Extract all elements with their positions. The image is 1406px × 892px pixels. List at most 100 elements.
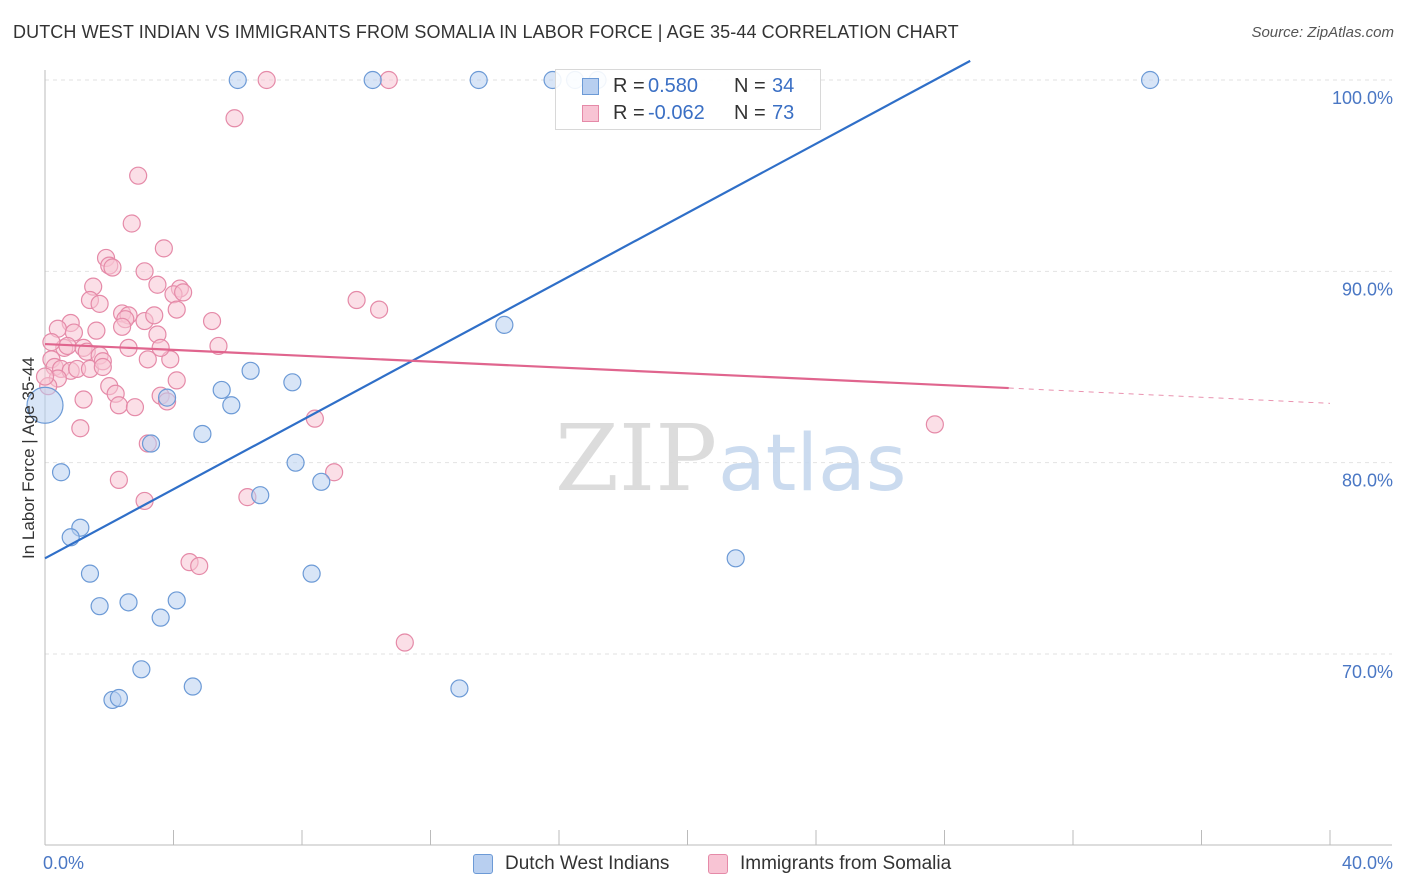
n-label: N =: [734, 75, 766, 97]
data-point: [251, 486, 270, 505]
data-point: [495, 315, 514, 335]
x-tick-label: 40.0%: [1342, 853, 1393, 873]
r-value: 0.580: [648, 75, 699, 97]
y-tick-label: 90.0%: [1342, 279, 1393, 299]
data-point: [222, 396, 241, 415]
data-point: [379, 70, 398, 90]
y-tick-label: 70.0%: [1342, 662, 1393, 682]
data-point: [925, 415, 944, 434]
data-point: [283, 373, 302, 392]
data-point: [74, 390, 93, 409]
y-tick-label: 100.0%: [1332, 88, 1393, 108]
data-point: [302, 564, 321, 583]
data-point: [119, 593, 138, 612]
data-point: [109, 396, 128, 415]
data-point: [148, 275, 167, 294]
data-point: [167, 300, 186, 319]
data-point: [141, 434, 161, 453]
stats-legend: R = 0.580 N = 34 R = -0.062 N = 73: [555, 69, 821, 130]
data-point: [151, 608, 170, 627]
y-axis-label: In Labor Force | Age 35-44: [19, 357, 38, 559]
data-point: [167, 371, 186, 390]
pink-swatch: [708, 854, 728, 874]
data-point: [125, 398, 145, 417]
data-point: [183, 677, 202, 696]
axes: [44, 70, 1392, 846]
data-point: [228, 70, 247, 90]
data-point: [103, 258, 122, 277]
data-point: [151, 338, 170, 357]
data-point: [469, 70, 488, 90]
data-point: [241, 361, 260, 380]
data-point: [395, 633, 414, 652]
data-point: [145, 306, 164, 325]
data-point: [154, 239, 173, 258]
blue-swatch: [582, 78, 599, 95]
data-point: [90, 597, 109, 616]
tick-labels: 100.0% 90.0% 80.0% 70.0% 0.0% 40.0%: [43, 88, 1393, 873]
series-immigrants-from-somalia: [35, 70, 944, 652]
x-tick-label: 0.0%: [43, 853, 84, 873]
blue-swatch: [473, 854, 493, 874]
trend-lines: [44, 59, 1331, 560]
watermark: ZIP atlas: [555, 405, 907, 512]
data-point: [202, 311, 222, 331]
data-point: [157, 388, 177, 407]
data-point: [286, 453, 305, 472]
data-point: [347, 290, 366, 310]
watermark-atlas: atlas: [718, 419, 907, 509]
data-point: [129, 166, 148, 185]
data-point: [26, 386, 64, 424]
data-point: [42, 333, 61, 352]
data-point: [450, 679, 469, 698]
series-dutch-west-indians: [26, 70, 1160, 710]
source-label: Source: ZipAtlas.com: [1251, 24, 1394, 41]
data-point: [80, 564, 100, 583]
data-point: [109, 688, 128, 708]
data-point: [190, 556, 209, 576]
data-point: [363, 70, 382, 90]
legend-label: Dutch West Indians: [505, 853, 670, 874]
data-point: [174, 283, 193, 302]
data-point: [167, 591, 186, 610]
trend-line-immigrants-from-somalia: [44, 342, 1009, 390]
data-point: [325, 463, 344, 482]
data-point: [1140, 70, 1160, 90]
data-point: [138, 350, 157, 369]
data-point: [51, 463, 71, 482]
data-point: [87, 321, 106, 340]
r-label: R =: [613, 102, 645, 124]
r-label: R =: [613, 75, 645, 97]
data-point: [109, 470, 128, 489]
data-point: [35, 367, 55, 386]
n-value: 34: [772, 75, 795, 97]
legend-label: Immigrants from Somalia: [740, 853, 952, 874]
y-tick-label: 80.0%: [1342, 471, 1393, 491]
chart-title: DUTCH WEST INDIAN VS IMMIGRANTS FROM SOM…: [13, 22, 959, 42]
watermark-zip: ZIP: [555, 405, 717, 512]
data-point: [312, 472, 331, 491]
data-point: [193, 424, 212, 444]
data-point: [112, 317, 132, 336]
data-point: [257, 70, 276, 90]
data-point: [93, 357, 112, 377]
r-value: -0.062: [648, 102, 705, 124]
trend-line-dutch-west-indians: [44, 59, 971, 560]
series-legend: Dutch West Indians Immigrants from Somal…: [0, 851, 1406, 879]
data-point: [132, 660, 151, 679]
data-point: [135, 262, 154, 281]
data-point: [212, 380, 231, 400]
pink-swatch: [582, 105, 599, 122]
data-point: [225, 109, 244, 128]
data-point: [90, 294, 109, 313]
n-value: 73: [772, 102, 795, 124]
data-point: [71, 419, 90, 438]
data-point: [61, 528, 80, 547]
data-point: [209, 336, 228, 356]
n-label: N =: [734, 102, 766, 124]
data-point: [726, 549, 745, 568]
data-point: [370, 300, 389, 319]
trend-line-extension: [1008, 387, 1331, 404]
data-point: [122, 214, 141, 233]
